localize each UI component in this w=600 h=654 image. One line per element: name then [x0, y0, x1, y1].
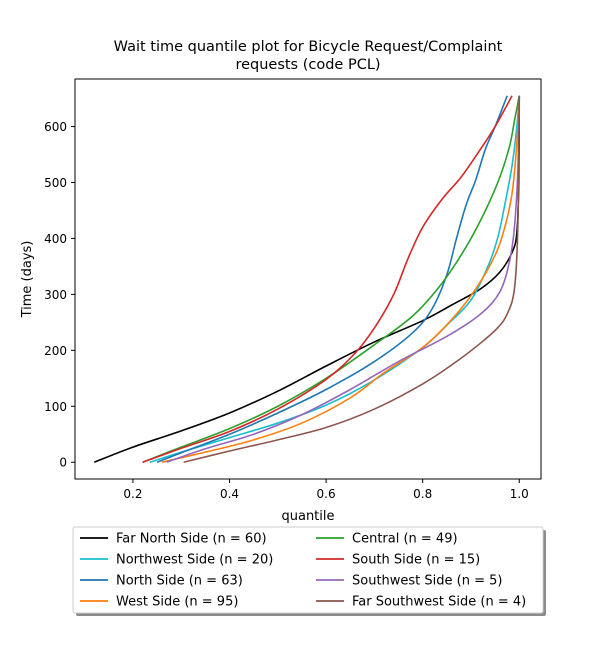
chart-title-line-2: requests (code PCL) — [235, 57, 380, 73]
legend: Far North Side (n = 60) Northwest Side (n… — [72, 526, 546, 616]
chart-title-line-1: Wait time quantile plot for Bicycle Requ… — [114, 39, 503, 55]
x-tick-label: 0.6 — [317, 487, 336, 501]
legend-label-4: Central (n = 49) — [352, 532, 458, 547]
y-axis-label: Time (days) — [20, 241, 35, 319]
legend-label-3: West Side (n = 95) — [116, 595, 238, 610]
legend-label-1: Northwest Side (n = 20) — [116, 553, 273, 568]
series-line-4 — [142, 95, 521, 463]
x-axis: 0.2 0.4 0.6 0.8 1.0 — [123, 479, 529, 501]
x-tick-label: 1.0 — [510, 487, 529, 501]
legend-box — [72, 526, 544, 614]
y-tick-label: 600 — [44, 120, 67, 134]
y-axis: 0 100 200 300 400 500 600 — [44, 120, 75, 470]
series-line-5 — [142, 95, 513, 463]
legend-label-5: South Side (n = 15) — [352, 553, 480, 568]
y-tick-label: 200 — [44, 344, 67, 358]
plot-frame — [74, 78, 542, 480]
legend-entries: Far North Side (n = 60) Northwest Side (n… — [80, 532, 526, 610]
x-axis-label: quantile — [281, 509, 334, 524]
series-line-2 — [156, 95, 508, 463]
x-tick-label: 0.2 — [123, 487, 142, 501]
y-tick-label: 100 — [44, 400, 67, 414]
legend-label-6: Southwest Side (n = 5) — [352, 574, 502, 589]
legend-label-0: Far North Side (n = 60) — [116, 532, 267, 547]
series-line-3 — [161, 95, 521, 463]
y-tick-label: 500 — [44, 176, 67, 190]
x-tick-label: 0.8 — [413, 487, 432, 501]
series-lines — [94, 95, 521, 463]
legend-label-7: Far Southwest Side (n = 4) — [352, 595, 526, 610]
y-tick-label: 400 — [44, 232, 67, 246]
y-tick-label: 0 — [59, 456, 67, 470]
series-line-7 — [183, 95, 521, 463]
legend-label-2: North Side (n = 63) — [116, 574, 243, 589]
series-line-0 — [94, 95, 521, 463]
y-tick-label: 300 — [44, 288, 67, 302]
x-tick-label: 0.4 — [220, 487, 239, 501]
series-line-6 — [166, 95, 521, 463]
